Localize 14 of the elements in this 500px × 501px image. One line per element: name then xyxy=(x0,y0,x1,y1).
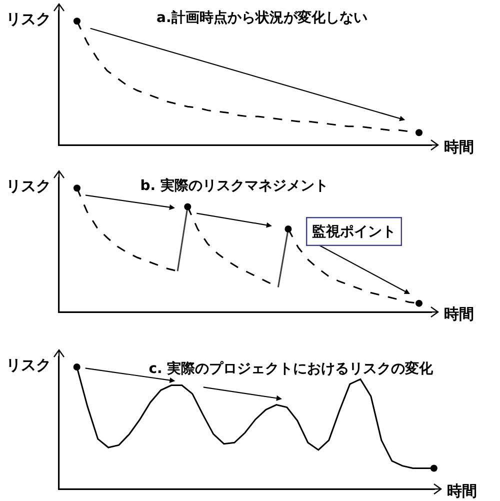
x-axis-title: 時間 xyxy=(444,138,474,156)
y-axis-title: リスク xyxy=(6,356,51,374)
y-axis-title: リスク xyxy=(6,10,51,28)
x-axis-title: 時間 xyxy=(444,305,474,323)
x-axis-title: 時間 xyxy=(447,482,477,500)
annotation: 監視ポイント xyxy=(312,223,396,240)
chart-title: c. 実際のプロジェクトにおけるリスクの変化 xyxy=(148,360,434,377)
point xyxy=(416,300,422,307)
point xyxy=(184,203,192,210)
chart-title: a.計画時点から状況が変化しない xyxy=(156,8,368,26)
chart-title: b. 実際のリスクマネジメント xyxy=(140,176,328,194)
point xyxy=(284,226,292,233)
point xyxy=(73,184,80,192)
y-axis-title: リスク xyxy=(6,177,51,195)
